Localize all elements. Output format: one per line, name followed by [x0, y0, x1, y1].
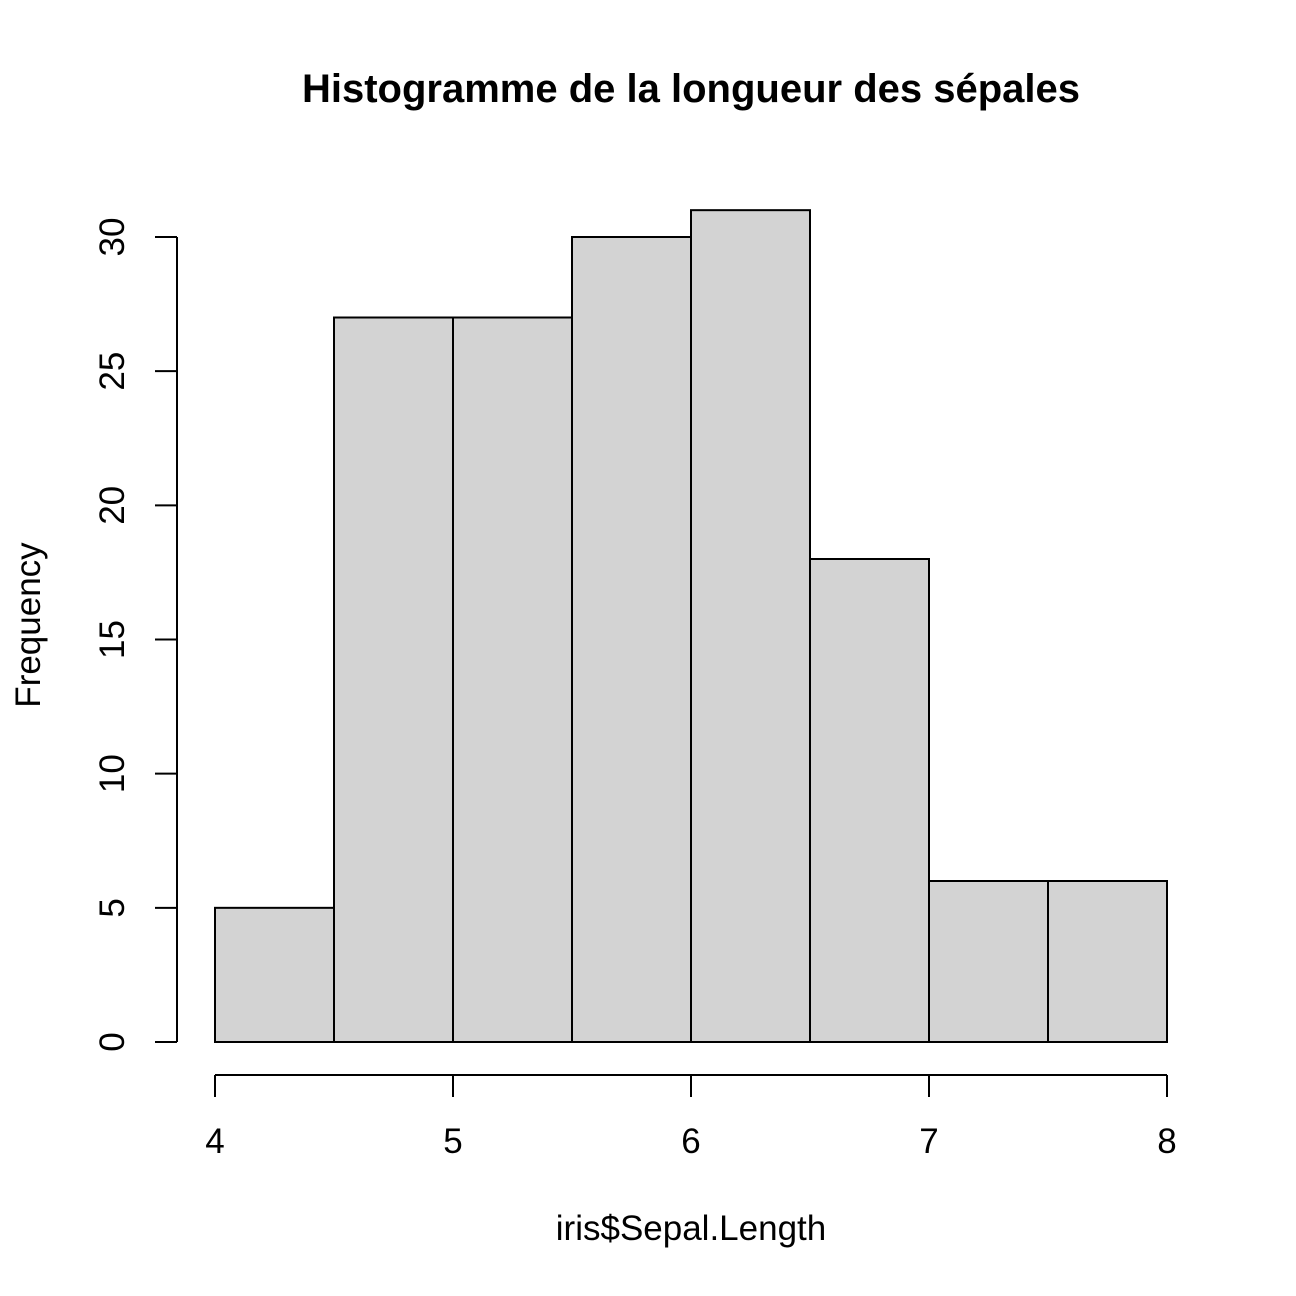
y-tick-label: 0: [93, 1032, 132, 1051]
x-tick-label: 5: [443, 1122, 462, 1161]
histogram-bar-2: [333, 316, 454, 1043]
x-axis: 4 5 6 7 8: [205, 1074, 1177, 1161]
y-tick-label: 10: [93, 754, 132, 793]
y-tick-label: 30: [93, 218, 132, 257]
histogram-bar-5: [690, 209, 811, 1043]
x-tick-label: 8: [1157, 1122, 1176, 1161]
histogram-bar-8: [1047, 880, 1168, 1043]
histogram-bar-4: [571, 236, 692, 1043]
histogram-bar-7: [928, 880, 1049, 1043]
y-tick-label: 20: [93, 486, 132, 525]
x-tick-label: 6: [681, 1122, 700, 1161]
x-tick-label: 7: [919, 1122, 938, 1161]
y-axis-label: Frequency: [9, 542, 48, 708]
histogram-bar-1: [214, 906, 335, 1043]
y-tick-label: 5: [93, 898, 132, 917]
chart-title: Histogramme de la longueur des sépales: [302, 67, 1080, 111]
y-tick-label: 25: [93, 352, 132, 391]
x-axis-label: iris$Sepal.Length: [556, 1209, 826, 1248]
bars-group: [214, 209, 1168, 1043]
y-tick-label: 15: [93, 620, 132, 659]
y-axis: 0 5 10 15 20 25 30: [93, 218, 178, 1052]
histogram-bar-6: [809, 558, 930, 1043]
x-tick-label: 4: [205, 1122, 224, 1161]
histogram-bar-3: [452, 316, 573, 1043]
